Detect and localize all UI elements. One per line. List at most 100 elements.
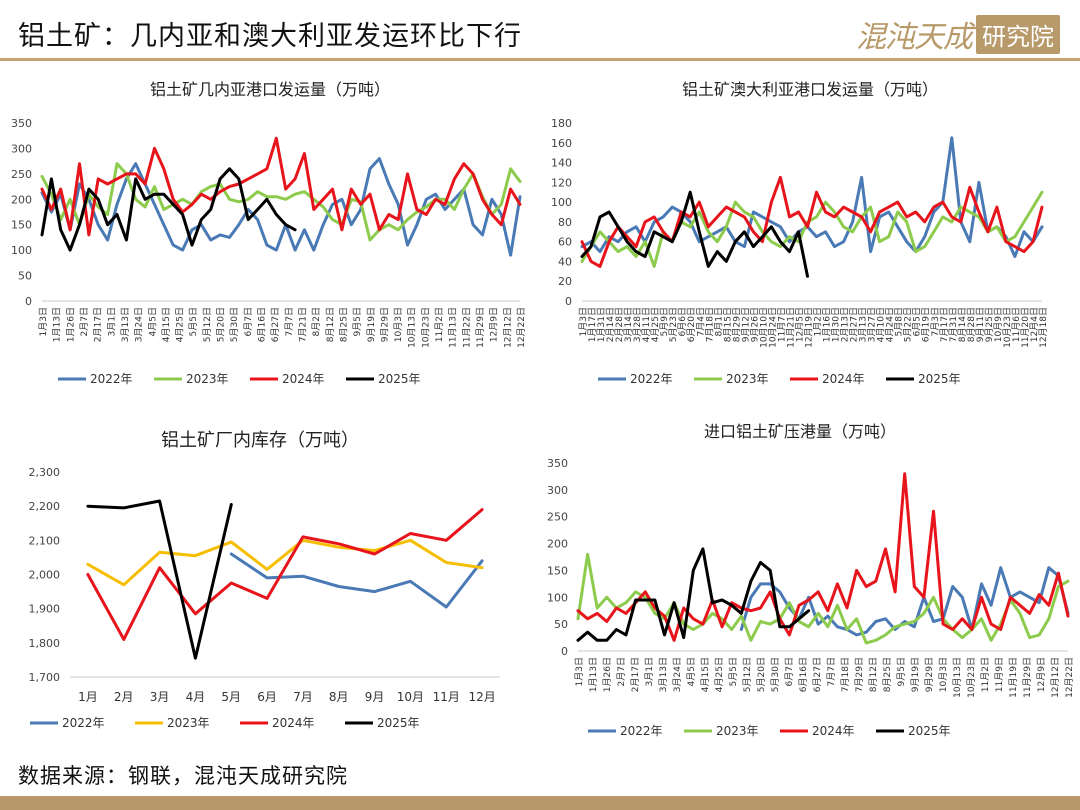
x-tick-label: 2月28日 bbox=[614, 307, 625, 342]
y-tick-label: 300 bbox=[11, 142, 32, 155]
x-tick-label: 10月 bbox=[397, 690, 424, 704]
x-tick-label: 4月15日 bbox=[161, 307, 172, 342]
x-tick-label: 8月 bbox=[329, 690, 349, 704]
x-tick-label: 11月7日 bbox=[776, 307, 787, 342]
x-tick-label: 4月25日 bbox=[714, 657, 725, 692]
x-tick-label: 12月22日 bbox=[1064, 657, 1075, 698]
x-tick-label: 8月29日 bbox=[731, 307, 742, 342]
y-tick-label: 200 bbox=[547, 538, 568, 551]
x-tick-label: 5月9日 bbox=[659, 307, 670, 336]
x-tick-label: 7月21日 bbox=[297, 307, 308, 342]
x-tick-label: 2月7日 bbox=[616, 657, 627, 686]
x-tick-label: 2月 bbox=[114, 690, 134, 704]
chart-title: 铝土矿厂内库存（万吨） bbox=[161, 430, 359, 451]
legend-label: 2022年 bbox=[630, 372, 673, 386]
y-tick-label: 0 bbox=[25, 295, 32, 308]
series-line-2023年 bbox=[40, 162, 522, 242]
y-tick-label: 40 bbox=[558, 255, 572, 268]
x-tick-label: 1月13日 bbox=[52, 307, 63, 342]
x-tick-label: 4月15日 bbox=[700, 657, 711, 692]
legend-label: 2023年 bbox=[186, 372, 229, 386]
x-tick-label: 9月19日 bbox=[366, 307, 377, 342]
x-tick-label: 12月12日 bbox=[502, 307, 513, 348]
x-tick-label: 11月21日 bbox=[785, 307, 796, 348]
legend-label: 2024年 bbox=[822, 372, 865, 386]
x-tick-label: 6月6日 bbox=[677, 307, 688, 336]
x-tick-label: 5月8日 bbox=[894, 307, 905, 336]
x-tick-label: 4月25日 bbox=[175, 307, 186, 342]
y-tick-label: 50 bbox=[18, 270, 32, 283]
x-tick-label: 9月26日 bbox=[749, 307, 760, 342]
series-line-2024年 bbox=[86, 508, 484, 641]
x-tick-label: 6月7日 bbox=[243, 307, 254, 336]
page-title: 铝土矿：几内亚和澳大利亚发运环比下行 bbox=[18, 21, 522, 52]
x-tick-label: 8月28日 bbox=[966, 307, 977, 342]
x-tick-label: 4月11日 bbox=[641, 307, 652, 342]
x-tick-label: 1月13日 bbox=[588, 657, 599, 692]
x-tick-label: 12月9日 bbox=[1036, 657, 1047, 692]
x-tick-label: 9月25日 bbox=[984, 307, 995, 342]
x-tick-label: 6月20日 bbox=[686, 307, 697, 342]
y-tick-label: 2,000 bbox=[29, 569, 61, 582]
y-tick-label: 140 bbox=[551, 157, 572, 170]
x-tick-label: 4月24日 bbox=[885, 307, 896, 342]
x-tick-label: 5月12日 bbox=[202, 307, 213, 342]
x-tick-label: 10月9日 bbox=[993, 307, 1004, 342]
brand-logo: 混沌天成 研究院 bbox=[856, 12, 1060, 56]
series-line-2022年 bbox=[40, 157, 522, 257]
series-line-2024年 bbox=[40, 136, 522, 237]
x-tick-label: 1月31日 bbox=[596, 307, 607, 342]
x-tick-label: 1月2日 bbox=[813, 307, 824, 336]
legend-label: 2025年 bbox=[908, 724, 951, 738]
x-tick-label: 8月12日 bbox=[868, 657, 879, 692]
x-tick-label: 6月16日 bbox=[798, 657, 809, 692]
x-tick-label: 5月23日 bbox=[668, 307, 679, 342]
x-tick-label: 5月 bbox=[221, 690, 241, 704]
x-tick-label: 11月9日 bbox=[994, 657, 1005, 692]
series-line-2024年 bbox=[580, 175, 1044, 268]
x-tick-label: 12月19日 bbox=[803, 307, 814, 348]
x-tick-label: 11月29日 bbox=[475, 307, 486, 348]
x-tick-label: 11月 bbox=[433, 690, 460, 704]
x-tick-label: 2月27日 bbox=[849, 307, 860, 342]
x-tick-label: 8月25日 bbox=[338, 307, 349, 342]
y-tick-label: 2,200 bbox=[29, 500, 61, 513]
series-line-2024年 bbox=[576, 472, 1070, 642]
y-tick-label: 200 bbox=[11, 193, 32, 206]
legend-label: 2025年 bbox=[918, 372, 961, 386]
x-tick-label: 3月1日 bbox=[644, 657, 655, 686]
x-tick-label: 1月26日 bbox=[602, 657, 613, 692]
series-line-2025年 bbox=[580, 190, 809, 278]
x-tick-label: 4月 bbox=[186, 690, 206, 704]
y-tick-label: 1,900 bbox=[29, 603, 61, 616]
x-tick-label: 3月24日 bbox=[134, 307, 145, 342]
x-tick-label: 7月7日 bbox=[826, 657, 837, 686]
series-line-2025年 bbox=[40, 167, 297, 252]
x-tick-label: 5月12日 bbox=[742, 657, 753, 692]
x-tick-label: 1月26日 bbox=[65, 307, 76, 342]
x-tick-label: 12月 bbox=[468, 690, 495, 704]
x-tick-label: 5月30日 bbox=[770, 657, 781, 692]
y-tick-label: 120 bbox=[551, 176, 572, 189]
y-tick-label: 150 bbox=[11, 219, 32, 232]
x-tick-label: 10月23日 bbox=[1002, 307, 1013, 348]
legend-label: 2023年 bbox=[716, 724, 759, 738]
chart-australia-shipments: 铝土矿澳大利亚港口发运量（万吨） 0 20 40 60 80 100 120 140 160 180… bbox=[551, 80, 1049, 386]
x-tick-label: 12月9日 bbox=[489, 307, 500, 342]
x-tick-label: 10月24日 bbox=[767, 307, 778, 348]
x-tick-label: 4月5日 bbox=[147, 307, 158, 336]
x-tick-label: 6月19日 bbox=[921, 307, 932, 342]
chart-title: 铝土矿几内亚港口发运量（万吨） bbox=[150, 80, 390, 99]
x-tick-label: 11月6日 bbox=[1011, 307, 1022, 342]
x-tick-label: 12月12日 bbox=[1050, 657, 1061, 698]
x-tick-label: 9月5日 bbox=[352, 307, 363, 336]
x-tick-label: 9月19日 bbox=[910, 657, 921, 692]
y-tick-label: 180 bbox=[551, 117, 572, 130]
x-tick-label: 9月5日 bbox=[896, 657, 907, 686]
data-source-note: 数据来源：钢联，混沌天成研究院 bbox=[18, 764, 348, 788]
x-tick-label: 7月 bbox=[293, 690, 313, 704]
x-tick-label: 10月13日 bbox=[407, 307, 418, 348]
x-tick-label: 7月18日 bbox=[704, 307, 715, 342]
y-tick-label: 250 bbox=[11, 168, 32, 181]
footer-bar bbox=[0, 796, 1080, 810]
